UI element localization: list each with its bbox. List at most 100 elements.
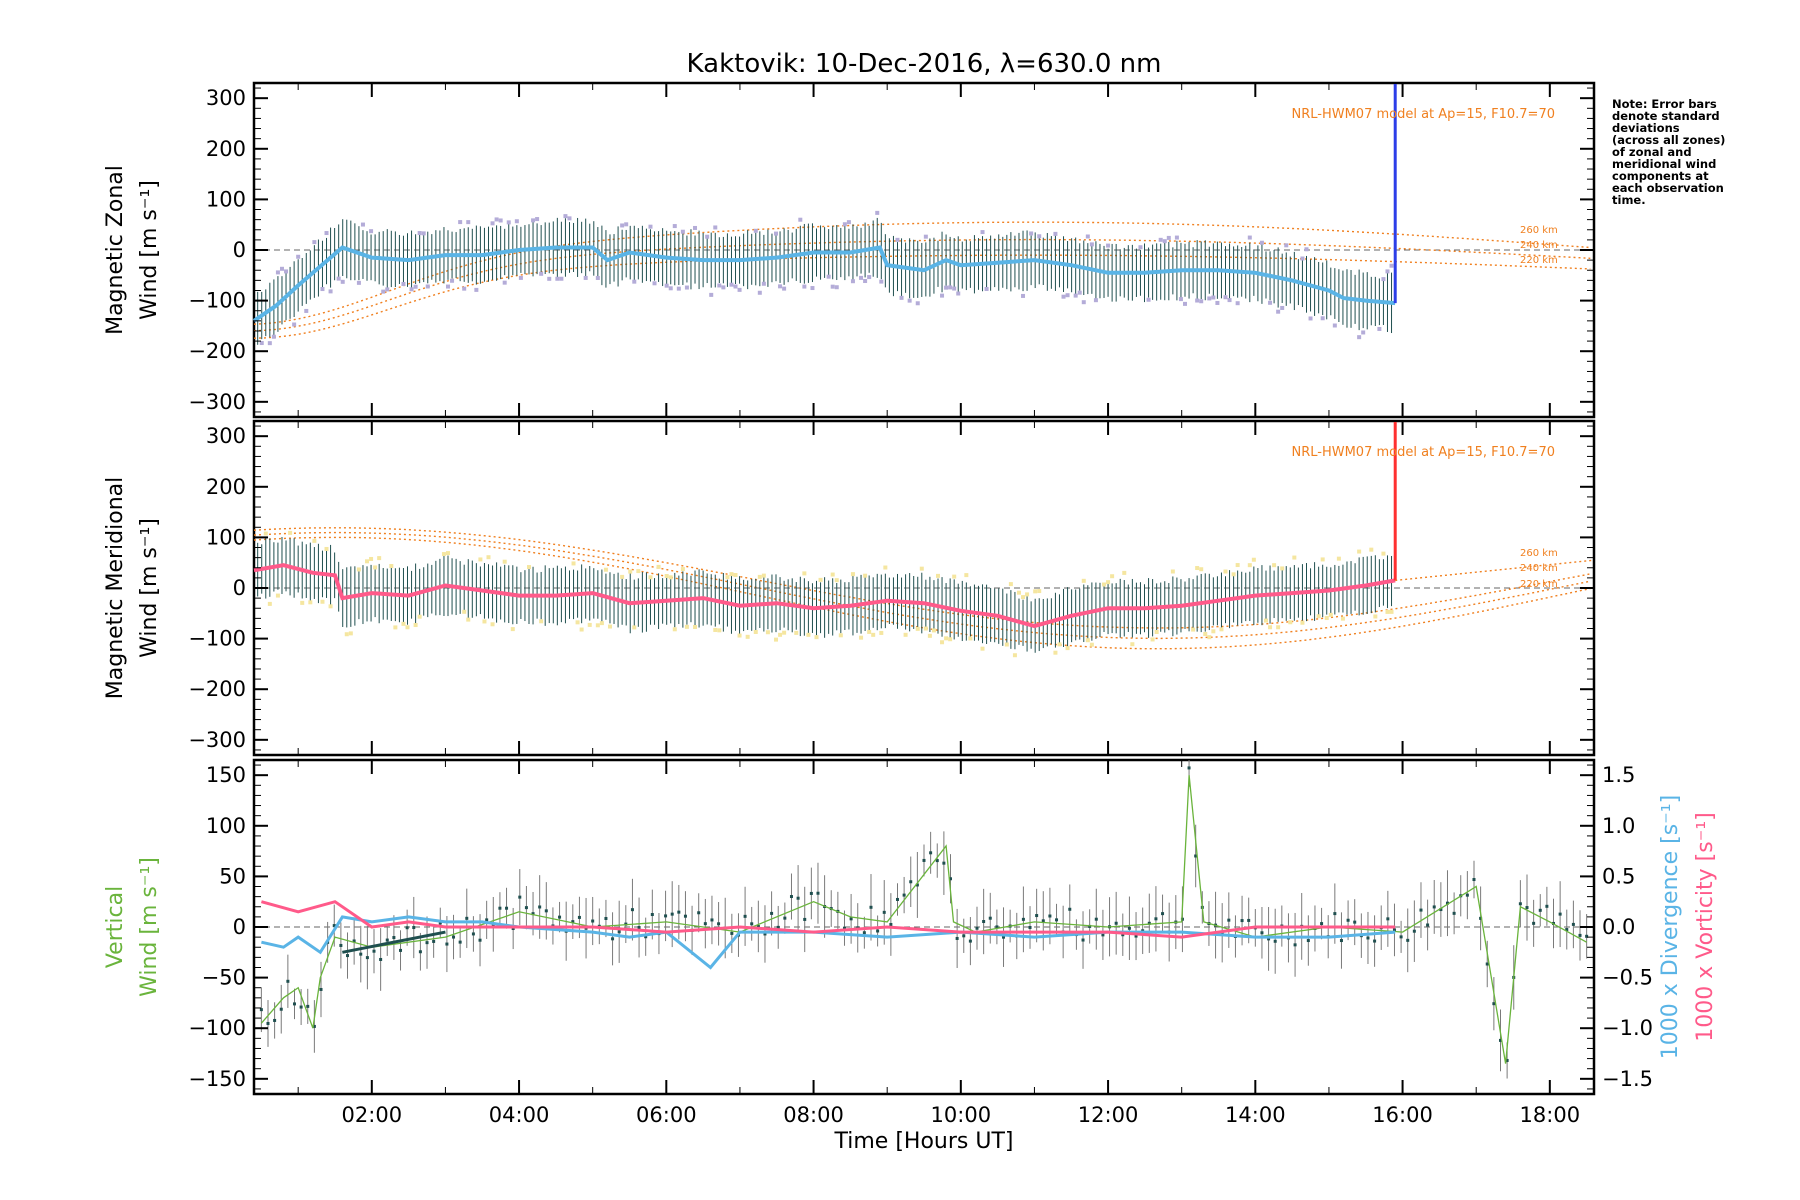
meridional-scatter-point [737,633,742,638]
zonal-scatter-point [312,240,317,245]
vertical-point [1068,907,1072,911]
vertical-point [399,948,403,952]
vertical-point [1306,939,1310,943]
zonal-ytick-label: 100 [206,187,246,211]
zonal-scatter-point [1377,326,1382,331]
right-ytick-label: 1.5 [1602,763,1635,787]
vertical-point [418,950,422,954]
meridional-scatter-point [753,629,758,634]
meridional-scatter-point [1154,629,1159,634]
vorticity-axis-label: 1000 x Vorticity [s⁻¹] [1693,812,1718,1042]
plot-layer [252,84,1595,1079]
zonal-ytick-label: −300 [188,390,246,414]
meridional-scatter-point [834,578,839,583]
vertical-point [312,1024,316,1028]
zonal-scatter-point [292,322,297,327]
zonal-scatter-point [421,231,426,236]
zonal-scatter-point [1259,240,1264,245]
vertical-point [1518,902,1522,906]
meridional-scatter-point [1235,563,1240,568]
meridional-scatter-point [369,556,374,561]
vertical-point [1472,878,1476,882]
meridional-scatter-point [968,636,973,641]
meridional-ylabel-line1: Magnetic Meridional [103,477,128,699]
meridional-scatter-point [1065,646,1070,651]
vertical-point [1320,922,1324,926]
zonal-scatter-point [1195,298,1200,303]
vertical-point [803,917,807,921]
meridional-scatter-point [927,633,932,638]
meridional-scatter-point [1110,574,1115,579]
zonal-scatter-point [559,276,564,281]
meridional-scatter-point [1320,557,1325,562]
meridional-scatter-point [1037,589,1042,594]
meridional-scatter-point [1170,569,1175,574]
zonal-scatter-point [624,222,629,227]
vertical-point [1406,938,1410,942]
zonal-scatter-point [450,278,455,283]
zonal-scatter-point [271,334,276,339]
vertical-point [1505,1058,1509,1062]
zonal-ytick-label: −100 [188,289,246,313]
vertical-point [518,895,522,899]
zonal-scatter-point [539,271,544,276]
meridional-scatter-point [1340,616,1345,621]
vertical-point [717,922,721,926]
vertical-point [1419,908,1423,912]
vertical-point [968,939,972,943]
vertical-point [644,935,648,939]
vertical-point [1240,919,1244,923]
vertical-point [531,912,535,916]
vertical-point [783,916,787,920]
vertical-point [478,938,482,942]
vertical-point [571,920,575,924]
zonal-scatter-point [279,266,284,271]
vertical-point [1545,904,1549,908]
meridional-scatter-point [656,564,661,569]
meridional-scatter-point [441,552,446,557]
zonal-scatter-point [753,228,758,233]
note-line-3: deviations [1612,121,1680,135]
zonal-scatter-point [956,291,961,296]
zonal-scatter-point [567,216,572,221]
zonal-scatter-point [729,282,734,287]
meridional-scatter-point [356,567,361,572]
zonal-scatter-point [984,287,989,292]
vertical-point [319,987,323,991]
vertical-point [730,931,734,935]
xtick-label: 12:00 [1078,1103,1139,1127]
vertical-point [1121,933,1125,937]
meridional-scatter-point [1280,566,1285,571]
vertical-point [538,905,542,909]
zonal-scatter-point [328,289,333,294]
note-line-5: of zonal and [1612,145,1692,159]
note-line-2: denote standard [1612,109,1720,123]
vertical-point [1041,919,1045,923]
vertical-ylabel-line2: Wind [m s⁻¹] [137,857,162,997]
zonal-scatter-point [446,284,451,289]
meridional-scatter-point [1081,578,1086,583]
vertical-point [471,932,475,936]
zonal-scatter-point [1284,243,1289,248]
meridional-scatter-point [1191,627,1196,632]
meridional-scatter-point [919,566,924,571]
meridional-scatter-point [413,623,418,628]
xtick-label: 02:00 [342,1103,403,1127]
meridional-scatter-point [571,561,576,566]
zonal-alt-240: 240 km [1520,240,1558,251]
meridional-scatter-point [1316,614,1321,619]
meridional-scatter-point [1357,549,1362,554]
meridional-scatter-point [1122,570,1127,575]
note-line-6: meridional wind [1612,157,1716,171]
meridional-ytick-label: 200 [206,475,246,499]
zonal-scatter-point [502,280,507,285]
vertical-point [1194,854,1198,858]
zonal-scatter-point [1381,277,1386,282]
vertical-point [763,932,767,936]
meridional-ytick-label: −300 [188,728,246,752]
vertical-point [902,893,906,897]
meridional-scatter-point [1381,551,1386,556]
zonal-scatter-point [948,285,953,290]
meridional-scatter-point [1012,653,1017,658]
